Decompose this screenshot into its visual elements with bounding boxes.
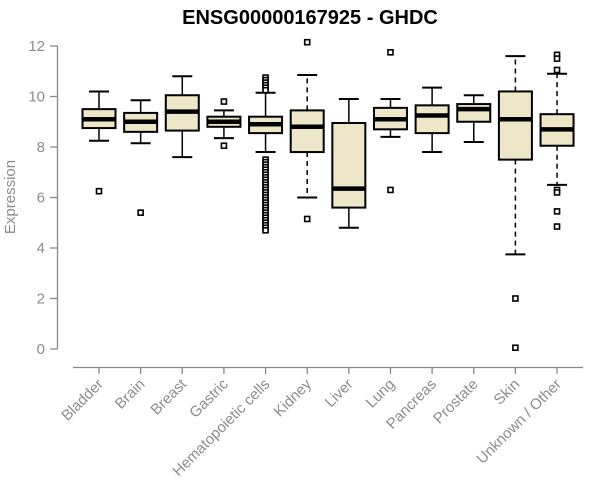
boxplot-hematopoietic-cells <box>248 74 284 234</box>
y-tick-label: 6 <box>37 190 45 207</box>
outlier-point <box>137 209 144 216</box>
x-tick-label-liver: Liver <box>322 376 357 411</box>
y-tick-label: 10 <box>28 89 45 106</box>
box-iqr <box>289 109 325 154</box>
outlier-point <box>512 295 519 302</box>
boxplot-breast <box>164 75 200 159</box>
outlier-point <box>512 344 519 352</box>
box-iqr <box>497 90 533 161</box>
x-tick-label-kidney: Kidney <box>271 375 316 420</box>
boxplot-gastric <box>206 98 242 150</box>
outlier-point <box>303 38 311 46</box>
outlier-point <box>553 223 561 230</box>
boxplots <box>81 38 575 352</box>
outlier-point <box>387 186 394 194</box>
x-tick-label-skin: Skin <box>491 376 524 409</box>
chart-title: ENSG00000167925 - GHDC <box>182 7 438 29</box>
y-tick-label: 2 <box>37 291 45 308</box>
boxplot-lung <box>372 49 408 194</box>
outlier-point <box>220 142 228 150</box>
outlier-point <box>262 227 269 234</box>
boxplot-unknown-other <box>539 51 575 230</box>
boxplot-brain <box>123 99 159 216</box>
x-tick-label-bladder: Bladder <box>58 376 107 425</box>
boxplot-kidney <box>289 38 325 223</box>
y-tick-label: 4 <box>37 240 45 257</box>
y-tick-label: 12 <box>28 38 45 55</box>
x-tick-label-brain: Brain <box>112 376 149 413</box>
x-tick-label-lung: Lung <box>363 376 399 412</box>
outlier-point <box>553 189 561 196</box>
y-tick-label: 8 <box>37 139 45 156</box>
box-iqr <box>331 122 367 209</box>
y-axis-label: Expression <box>2 160 19 234</box>
boxplot-liver <box>331 98 367 229</box>
outlier-point <box>553 55 561 62</box>
y-tick-label: 0 <box>37 341 45 358</box>
outlier-point <box>95 187 103 195</box>
boxplot-bladder <box>81 90 117 195</box>
outlier-point <box>553 208 561 215</box>
outlier-point <box>387 49 394 56</box>
outlier-point <box>303 215 311 223</box>
box-iqr <box>414 104 450 135</box>
x-tick-label-prostate: Prostate <box>430 376 482 428</box>
box-iqr <box>456 103 492 123</box>
boxplot-skin <box>497 55 533 352</box>
x-tick-label-breast: Breast <box>147 375 190 418</box>
boxplot-prostate <box>456 94 492 143</box>
outlier-point <box>262 86 269 94</box>
outlier-point <box>553 66 561 74</box>
boxplot-pancreas <box>414 86 450 154</box>
outlier-point <box>220 98 228 105</box>
